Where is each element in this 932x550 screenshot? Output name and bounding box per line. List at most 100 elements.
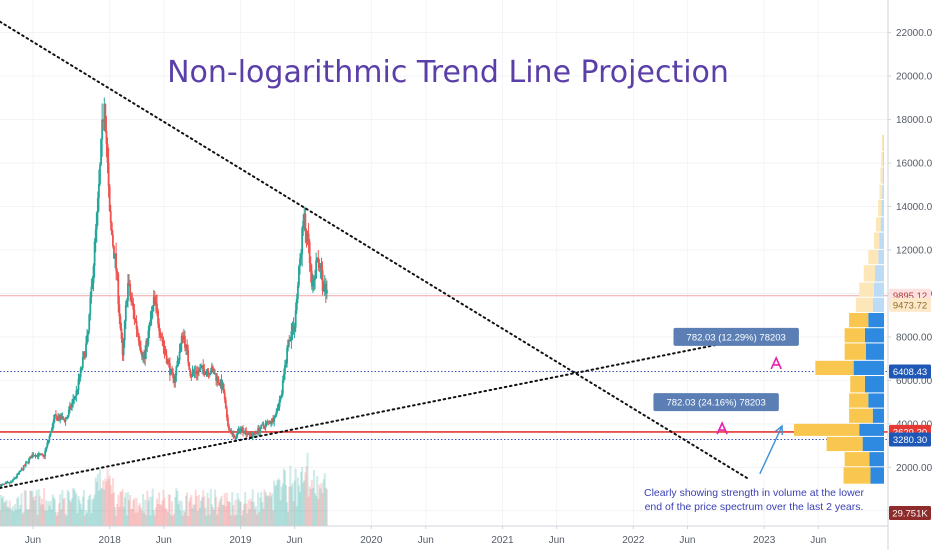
volume-bar [103,489,106,526]
profile-bar-up [859,282,874,297]
profile-bar-down [868,393,884,408]
candle-body [129,283,132,296]
volume-bar [169,514,172,526]
volume-bar [145,514,148,526]
volume-bar [259,497,262,526]
profile-bar-down [872,408,884,423]
volume-bar [123,497,126,526]
volume-bar [323,473,326,526]
bubble-marker [716,421,728,435]
volume-bar [21,513,24,526]
volume-bar [60,509,63,526]
volume-bar [234,499,237,526]
volume-bar [204,507,207,526]
volume-bar [207,498,210,526]
candle-body [298,266,300,286]
profile-bar-down [866,343,884,360]
volume-bar [228,501,231,526]
volume-bar [222,504,225,526]
candle-body [181,335,184,340]
candle-body [39,454,42,456]
candle-body [59,415,62,421]
volume-bar [80,509,83,526]
candle-body [114,253,116,259]
candle-body [19,470,22,472]
candle-body [275,411,278,416]
candle-body [8,482,11,484]
volume-bar [67,492,70,526]
volume-bar [235,514,238,526]
candle-body [101,119,104,140]
volume-bar [48,505,51,526]
candle-body [270,422,272,424]
volume-bar [245,503,248,526]
candle-body [91,283,94,287]
volume-bar [65,515,68,526]
volume-bar [225,492,228,526]
annotation-line-2: end of the price spectrum over the last … [645,501,864,513]
candle-body [78,376,81,379]
candle-body [117,273,120,305]
volume-bar [155,498,158,526]
candle-body [73,398,76,400]
volume-bar [44,510,47,526]
candle-body [16,474,19,477]
candle-body [162,341,165,347]
volume-bar [38,495,41,526]
x-tick-label: Jun [25,535,41,546]
candle-body [191,371,194,377]
candle-body [147,330,150,345]
candle-body [100,139,102,165]
candle-body [198,370,200,372]
candle-body [9,481,12,484]
candle-body [200,367,202,369]
candle-body [106,143,109,163]
candle-body [292,326,295,332]
volume-bar [142,494,145,526]
volume-bar [202,490,205,526]
candle-body [318,262,321,268]
chart-title: Non-logarithmic Trend Line Projection [167,55,729,90]
volume-bar [31,490,34,526]
volume-bar [112,492,115,526]
volume-bar [232,505,235,526]
volume-bar [203,496,206,526]
candle-body [247,433,250,435]
volume-bar [34,496,37,526]
candle-body [170,369,172,375]
candle-body [81,357,84,368]
volume-bar [314,493,317,526]
volume-bar [306,452,309,526]
candle-body [144,351,147,359]
volume-bar [230,515,233,526]
volume-bar [281,483,284,526]
candle-body [224,399,227,409]
candle-body [212,366,214,370]
candle-body [186,344,188,350]
volume-bar [286,502,289,526]
volume-bar [97,490,100,526]
candle-body [84,351,86,357]
candle-body [60,415,63,420]
volume-bar [180,500,183,526]
volume-bar [276,480,279,526]
volume-bar [106,468,109,526]
candle-body [80,367,83,369]
volume-bar [134,512,137,526]
volume-bar [315,495,318,526]
volume-bar [117,494,120,526]
bubble-marker [770,355,782,370]
candle-body [217,376,220,383]
candle-body [153,296,156,302]
profile-bar-down [879,232,884,249]
candle-body [259,428,262,432]
volume-bar [10,510,13,526]
bubble-box [653,393,779,412]
candle-body [194,371,197,374]
candle-body [323,283,326,289]
candle-body [1,484,4,486]
candle-body [255,432,257,434]
candle-body [201,365,204,368]
volume-bar [297,485,300,526]
candle-body [324,283,327,294]
